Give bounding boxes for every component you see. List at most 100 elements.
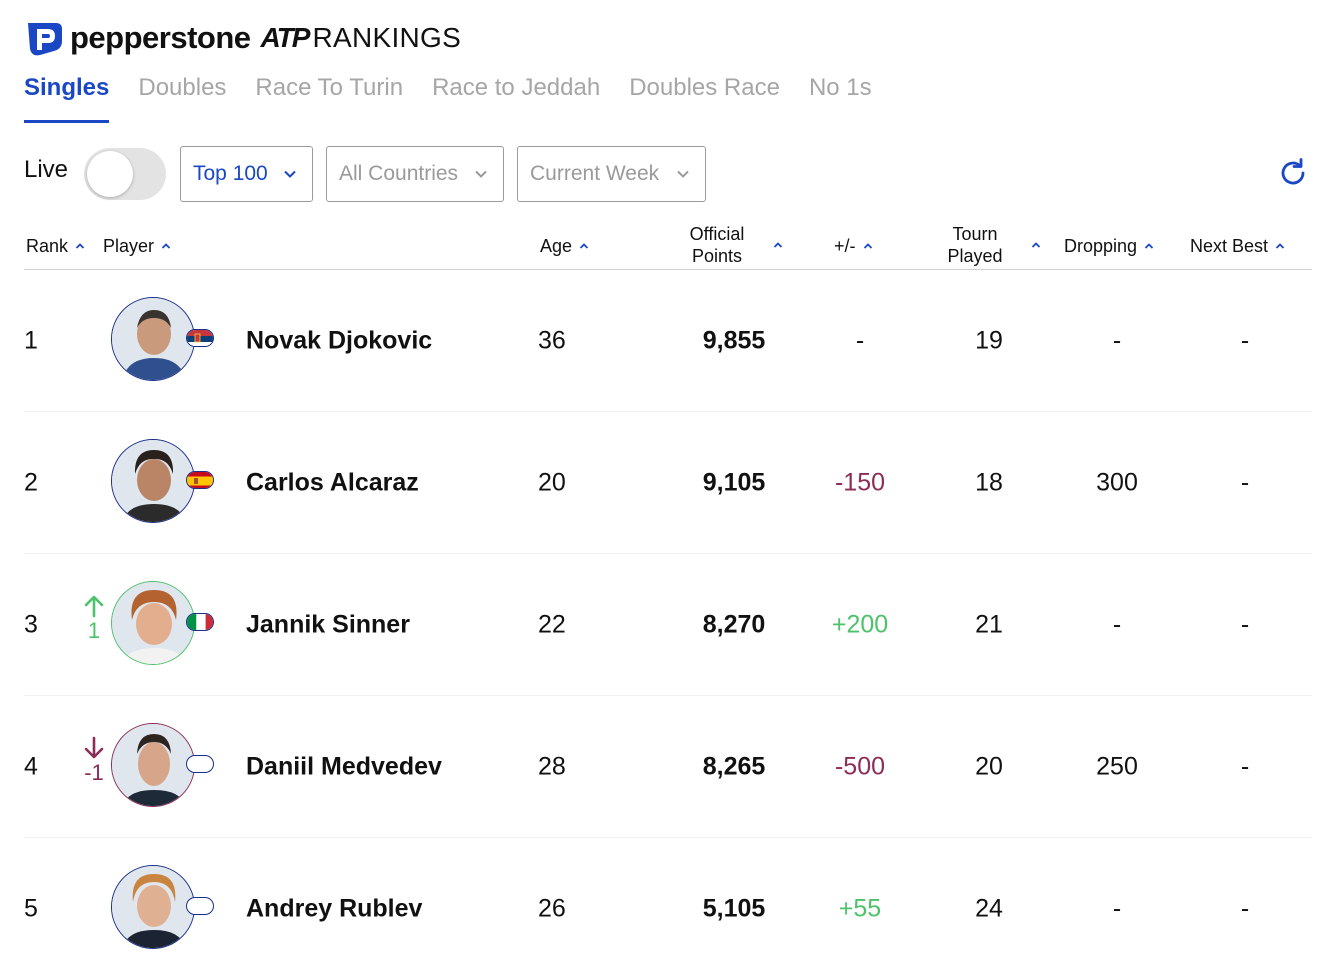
table-row[interactable]: 1 Novak Djokovic 36 9,855 - 19 - - [24, 270, 1312, 412]
next-best: - [1240, 326, 1250, 354]
points-diff: +200 [831, 610, 889, 638]
range-select-value: Top 100 [193, 162, 268, 185]
player-avatar [111, 297, 195, 381]
atp-logo: ATP [260, 22, 311, 53]
column-dropping-label: Dropping [1064, 236, 1138, 256]
column-tourn-played[interactable]: Tourn Played [942, 223, 1008, 267]
week-select-value: Current Week [530, 162, 660, 185]
column-next-best-label: Next Best [1190, 236, 1269, 256]
player-name[interactable]: Jannik Sinner [246, 610, 410, 638]
points-dropping: 250 [1096, 752, 1138, 780]
tab-race-to-turin[interactable]: Race To Turin [255, 74, 404, 101]
column-tourn-label-2: Played [947, 246, 1003, 266]
column-diff-label: +/- [834, 236, 856, 256]
column-tourn-label-1: Tourn [952, 224, 998, 244]
next-best: - [1240, 752, 1250, 780]
player-age: 36 [538, 326, 566, 354]
column-rank[interactable]: Rank [26, 235, 86, 257]
points-dropping: - [1112, 894, 1122, 923]
player-points: 9,105 [702, 468, 766, 496]
table-row[interactable]: 4 -1 Daniil Medvedev 28 8,265 -500 20 25… [24, 696, 1312, 838]
brand-name: pepperstone [70, 20, 251, 55]
points-diff: -150 [834, 468, 886, 496]
rank-value: 1 [24, 326, 38, 354]
column-diff[interactable]: +/- [834, 235, 874, 257]
brand-header: pepperstone ATP RANKINGS [24, 18, 461, 58]
player-avatar [111, 723, 195, 807]
rank-value: 4 [24, 752, 38, 780]
player-name[interactable]: Novak Djokovic [246, 326, 433, 354]
player-points: 9,855 [702, 326, 766, 354]
table-row[interactable]: 5 Andrey Rublev 26 5,105 +55 24 - - [24, 838, 1312, 970]
column-player[interactable]: Player [103, 235, 172, 257]
table-row[interactable]: 2 Carlos Alcaraz 20 9,105 -150 18 300 - [24, 412, 1312, 554]
player-name[interactable]: Daniil Medvedev [246, 752, 442, 780]
tab-doubles[interactable]: Doubles [138, 74, 227, 101]
arrow-up-icon [84, 595, 104, 618]
live-label: Live [24, 156, 69, 183]
refresh-icon[interactable] [1276, 156, 1310, 190]
points-dropping: - [1112, 326, 1122, 354]
points-diff: - [855, 326, 865, 354]
next-best: - [1240, 610, 1250, 638]
player-avatar [111, 581, 195, 665]
live-toggle[interactable] [84, 148, 166, 200]
player-name[interactable]: Andrey Rublev [246, 894, 423, 923]
player-photo-icon [112, 866, 194, 948]
column-player-label: Player [103, 236, 155, 256]
column-official-points[interactable]: Official Points [684, 223, 750, 267]
flag-spain-icon [186, 471, 214, 489]
week-select[interactable]: Current Week [517, 146, 706, 202]
player-points: 8,265 [702, 752, 766, 780]
flag-serbia-icon [186, 329, 214, 347]
column-next-best[interactable]: Next Best [1190, 235, 1286, 257]
tourn-played: 20 [975, 752, 1003, 780]
player-photo-icon [112, 440, 194, 522]
player-photo-icon [112, 298, 194, 380]
chevron-down-icon [677, 170, 689, 178]
rankings-title: RANKINGS [312, 22, 462, 53]
range-select[interactable]: Top 100 [180, 146, 313, 202]
sort-caret-icon [1275, 243, 1285, 249]
tab-doubles-race[interactable]: Doubles Race [629, 74, 780, 101]
column-age-label: Age [540, 236, 573, 256]
pepperstone-logo-icon [28, 23, 62, 56]
countries-select[interactable]: All Countries [326, 146, 504, 202]
table-row[interactable]: 3 1 Jannik Sinner 22 8,270 +200 21 - - [24, 554, 1312, 696]
sort-caret-icon[interactable] [772, 239, 784, 251]
player-points: 5,105 [702, 894, 766, 923]
rank-value: 2 [24, 468, 38, 496]
player-age: 26 [538, 894, 566, 923]
tab-no-1s[interactable]: No 1s [808, 74, 872, 101]
countries-select-value: All Countries [339, 162, 459, 185]
live-toggle-knob [87, 151, 133, 197]
tab-singles[interactable]: Singles [24, 74, 110, 123]
sort-caret-icon [161, 243, 171, 249]
flag-italy-icon [186, 613, 214, 631]
column-age[interactable]: Age [540, 235, 590, 257]
next-best: - [1240, 468, 1250, 496]
chevron-down-icon [475, 170, 487, 178]
player-name[interactable]: Carlos Alcaraz [246, 468, 419, 496]
rank-move-down: -1 [82, 736, 106, 786]
tourn-played: 21 [975, 610, 1003, 638]
sort-caret-icon [1144, 243, 1154, 249]
sort-caret-icon [75, 243, 85, 249]
points-diff: +55 [838, 894, 882, 923]
rankings-tabs: Singles Doubles Race To Turin Race to Je… [24, 74, 872, 123]
sort-caret-icon[interactable] [1030, 239, 1042, 251]
player-avatar [111, 439, 195, 523]
rank-move-up: 1 [82, 594, 106, 644]
player-photo-icon [112, 582, 194, 664]
column-rank-label: Rank [26, 236, 69, 256]
rank-value: 3 [24, 610, 38, 638]
table-header: Rank Player Age Official Points +/- Tour… [24, 222, 1312, 270]
tab-race-to-jeddah[interactable]: Race to Jeddah [432, 74, 601, 101]
player-age: 22 [538, 610, 566, 638]
tourn-played: 19 [975, 326, 1003, 354]
chevron-down-icon [284, 170, 296, 178]
column-points-label-2: Points [691, 246, 743, 266]
rank-move-value: 1 [87, 618, 101, 643]
sort-caret-icon [579, 243, 589, 249]
column-dropping[interactable]: Dropping [1064, 235, 1155, 257]
